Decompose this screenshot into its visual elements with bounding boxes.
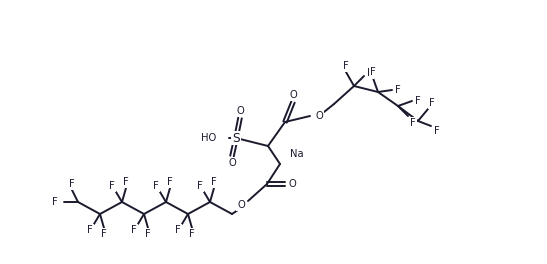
Text: F: F — [153, 181, 159, 191]
Text: F: F — [131, 225, 137, 235]
Text: F: F — [370, 67, 376, 77]
Text: F: F — [167, 177, 173, 187]
Text: F: F — [123, 177, 129, 187]
Text: O: O — [237, 200, 245, 210]
Text: F: F — [410, 118, 416, 128]
Text: Na: Na — [290, 149, 304, 159]
Text: F: F — [367, 68, 373, 78]
Text: F: F — [87, 225, 93, 235]
Text: F: F — [211, 177, 217, 187]
Text: O: O — [288, 179, 296, 189]
Text: F: F — [395, 85, 401, 95]
Text: F: F — [189, 229, 195, 239]
Text: F: F — [434, 126, 440, 136]
Text: F: F — [145, 229, 151, 239]
Text: F: F — [175, 225, 181, 235]
Text: F: F — [53, 197, 58, 207]
Text: F: F — [415, 96, 421, 106]
Text: F: F — [109, 181, 115, 191]
Text: F: F — [69, 179, 75, 189]
Text: O: O — [236, 106, 244, 116]
Text: O: O — [315, 111, 323, 121]
Text: F: F — [101, 229, 107, 239]
Text: F: F — [429, 98, 435, 108]
Text: S: S — [232, 131, 240, 144]
Text: HO: HO — [201, 133, 216, 143]
Text: O: O — [289, 90, 297, 100]
Text: F: F — [343, 61, 349, 71]
Text: O: O — [228, 158, 236, 168]
Text: F: F — [197, 181, 203, 191]
